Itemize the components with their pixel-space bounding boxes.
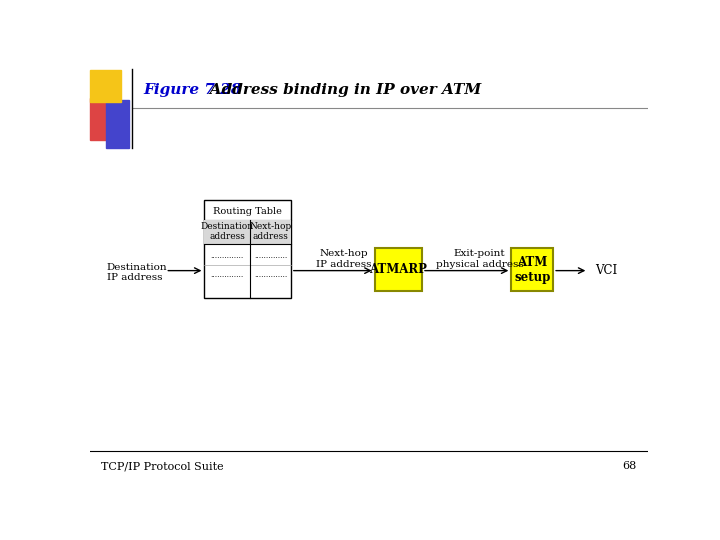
Text: 68: 68 — [623, 461, 637, 471]
Text: Destination
address: Destination address — [201, 222, 254, 241]
Text: ..............: .............. — [254, 252, 287, 260]
Text: Address binding in IP over ATM: Address binding in IP over ATM — [194, 83, 482, 97]
Text: Routing Table: Routing Table — [213, 207, 282, 217]
Text: Next-hop
IP address: Next-hop IP address — [316, 249, 372, 268]
Bar — [511, 248, 553, 292]
Bar — [204, 220, 291, 244]
Bar — [204, 200, 291, 298]
Text: Exit-point
physical address: Exit-point physical address — [436, 249, 523, 268]
Text: ..............: .............. — [211, 252, 244, 260]
Bar — [90, 98, 106, 140]
Bar — [90, 70, 121, 102]
Text: ..............: .............. — [254, 271, 287, 279]
Bar — [374, 248, 422, 292]
Text: ATMARP: ATMARP — [369, 263, 427, 276]
Text: Destination
IP address: Destination IP address — [107, 263, 167, 282]
Text: Next-hop
address: Next-hop address — [249, 222, 292, 241]
Text: VCI: VCI — [595, 264, 617, 277]
Text: Figure 7.28: Figure 7.28 — [143, 83, 241, 97]
Text: TCP/IP Protocol Suite: TCP/IP Protocol Suite — [101, 461, 224, 471]
Bar — [106, 100, 129, 148]
Text: ..............: .............. — [211, 271, 244, 279]
Text: ATM
setup: ATM setup — [514, 255, 550, 284]
